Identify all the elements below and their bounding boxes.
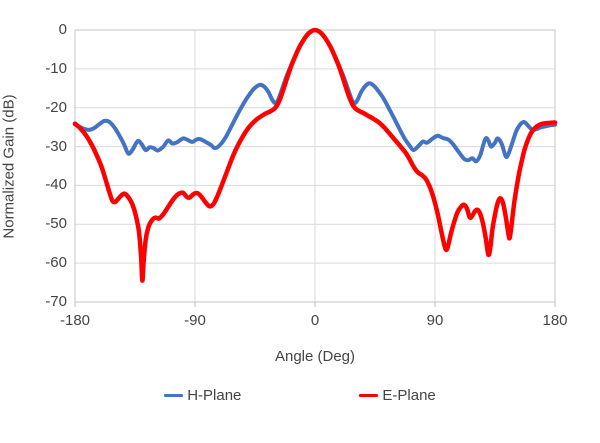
x-tick-label: 180: [542, 312, 568, 329]
x-tick-label: -90: [184, 312, 206, 329]
y-tick-label: -30: [45, 137, 67, 155]
y-tick-label: -20: [45, 98, 67, 116]
legend-item-e-plane: E-Plane: [359, 387, 436, 404]
h-plane-legend-label: H-Plane: [187, 387, 242, 404]
y-tick-label: 0: [58, 21, 67, 38]
x-tick-label: -180: [59, 312, 91, 329]
y-axis-title: Normalized Gain (dB): [0, 94, 18, 239]
y-tick-label: -70: [45, 293, 67, 310]
x-axis-title: Angle (Deg): [274, 348, 356, 365]
y-tick-label: -40: [45, 176, 67, 194]
x-tick-label: 0: [310, 312, 320, 329]
x-tick-label: 90: [426, 312, 444, 329]
h-plane-line-icon: [164, 394, 184, 397]
y-tick-label: -10: [45, 59, 67, 77]
e-plane-legend-label: E-Plane: [382, 387, 436, 404]
e-plane-curve: [72, 27, 558, 283]
legend-item-h-plane: H-Plane: [164, 387, 241, 404]
y-tick-label: -60: [45, 254, 67, 272]
e-plane-line-icon: [359, 394, 379, 397]
y-tick-label: -50: [45, 215, 67, 233]
legend: H-Plane E-Plane: [0, 387, 600, 404]
